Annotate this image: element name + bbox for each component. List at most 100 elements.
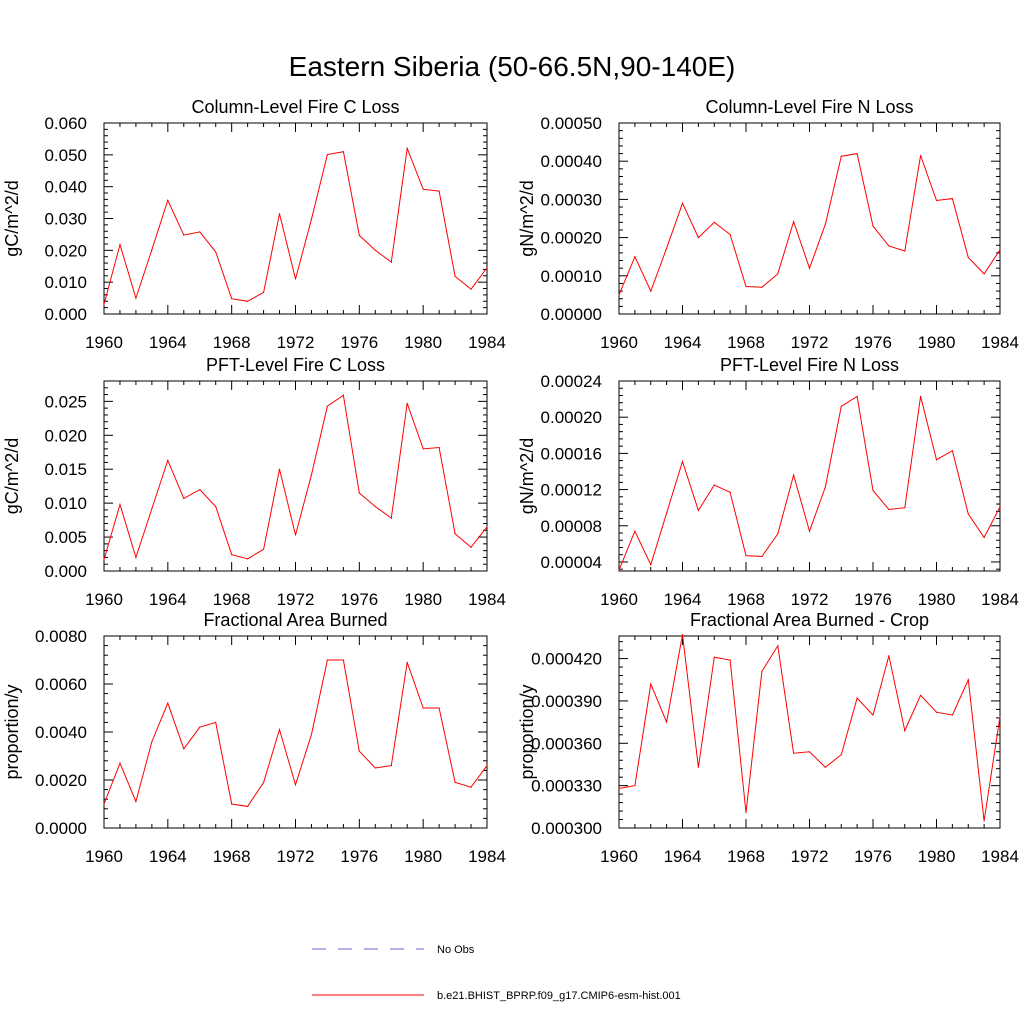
y-tick-label: 0.00016: [541, 444, 602, 463]
data-point: [856, 152, 858, 155]
data-point: [666, 512, 668, 514]
data-point: [119, 762, 121, 764]
chart-panel-3: 1960 1964 1968 1972 1976 1980 1984 0.000 0.005 0.…: [2, 355, 506, 609]
data-point: [390, 765, 392, 767]
x-tick-label: 1964: [664, 847, 702, 866]
data-point: [808, 530, 811, 532]
data-point: [438, 446, 440, 449]
x-tick-label: 1968: [213, 333, 251, 352]
data-point: [904, 250, 906, 252]
x-tick-label: 1984: [468, 333, 506, 352]
data-point: [167, 459, 169, 461]
y-tick-label: 0.00040: [541, 152, 602, 171]
series-line: [618, 153, 1001, 296]
data-point: [681, 202, 684, 204]
data-point: [374, 249, 376, 251]
y-tick-label: 0.00050: [541, 114, 602, 133]
data-point: [231, 803, 233, 805]
y-tick-label: 0.0040: [35, 723, 87, 742]
figure-title: Eastern Siberia (50-66.5N,90-140E): [289, 51, 736, 82]
data-point: [840, 155, 842, 157]
data-point: [872, 714, 874, 716]
data-point: [326, 405, 329, 407]
data-point: [777, 645, 779, 647]
x-tick-label: 1984: [981, 333, 1019, 352]
y-tick-label: 0.0020: [35, 771, 87, 790]
data-point: [103, 558, 105, 561]
data-point: [777, 273, 779, 275]
x-tick-label: 1964: [149, 590, 187, 609]
y-tick-label: 0.005: [44, 528, 87, 547]
series-line: [103, 146, 488, 305]
y-tick-label: 0.000390: [531, 692, 602, 711]
data-point: [808, 751, 811, 753]
data-point: [935, 459, 938, 461]
x-tick-label: 1976: [854, 333, 892, 352]
data-point: [135, 297, 137, 299]
data-point: [618, 294, 620, 296]
plot-frame: [618, 635, 1001, 829]
x-tick-label: 1960: [85, 847, 123, 866]
data-point: [872, 489, 874, 492]
data-point: [406, 661, 408, 664]
data-point: [183, 497, 185, 499]
data-point: [681, 460, 684, 463]
data-point: [374, 767, 376, 769]
data-point: [761, 555, 763, 558]
data-point: [777, 533, 779, 535]
data-point: [856, 395, 858, 397]
y-tick-label: 0.025: [44, 392, 87, 411]
data-point: [650, 290, 652, 292]
x-tick-label: 1968: [727, 590, 765, 609]
data-point: [888, 655, 890, 657]
data-point: [470, 786, 472, 788]
legend-label-model-run: b.e21.BHIST_BPRP.f09_g17.CMIP6-esm-hist.…: [437, 990, 681, 1002]
data-point: [951, 198, 953, 200]
data-point: [470, 546, 472, 548]
data-point: [745, 555, 747, 557]
y-tick-label: 0.020: [44, 426, 87, 445]
x-tick-label: 1960: [85, 590, 123, 609]
data-point: [666, 721, 668, 723]
data-point: [215, 721, 217, 724]
x-tick-label: 1980: [918, 590, 956, 609]
x-tick-label: 1972: [277, 590, 315, 609]
panel-title: Column-Level Fire C Loss: [191, 97, 399, 117]
data-point: [840, 753, 842, 756]
data-point: [231, 554, 233, 556]
data-point: [215, 251, 217, 253]
data-point: [151, 741, 153, 743]
data-point: [422, 707, 424, 709]
y-axis-label: proportion/y: [517, 684, 537, 779]
data-point: [103, 803, 105, 805]
chart-panel-2: 1960 1964 1968 1972 1976 1980 1984 0.00000 0.000…: [517, 97, 1019, 352]
data-point: [406, 402, 408, 404]
data-point: [840, 405, 842, 407]
data-point: [920, 154, 922, 157]
y-tick-label: 0.000360: [531, 734, 602, 753]
x-tick-label: 1964: [664, 333, 702, 352]
x-tick-label: 1972: [791, 847, 829, 866]
data-point: [888, 508, 890, 511]
data-point: [119, 503, 121, 506]
data-point: [650, 564, 652, 566]
y-tick-label: 0.010: [44, 494, 87, 513]
x-tick-label: 1972: [277, 333, 315, 352]
y-tick-label: 0.040: [44, 178, 87, 197]
x-tick-label: 1976: [340, 590, 378, 609]
data-point: [342, 394, 344, 396]
data-point: [326, 659, 329, 661]
x-tick-label: 1976: [340, 333, 378, 352]
y-tick-label: 0.00020: [541, 408, 602, 427]
y-tick-label: 0.010: [44, 273, 87, 292]
y-tick-label: 0.0060: [35, 675, 87, 694]
panel-title: Fractional Area Burned: [203, 610, 387, 630]
data-point: [262, 781, 265, 784]
data-point: [666, 247, 668, 249]
data-point: [634, 256, 636, 258]
data-point: [103, 303, 105, 306]
data-point: [888, 245, 890, 247]
y-tick-label: 0.00000: [541, 305, 602, 324]
x-tick-label: 1972: [791, 333, 829, 352]
